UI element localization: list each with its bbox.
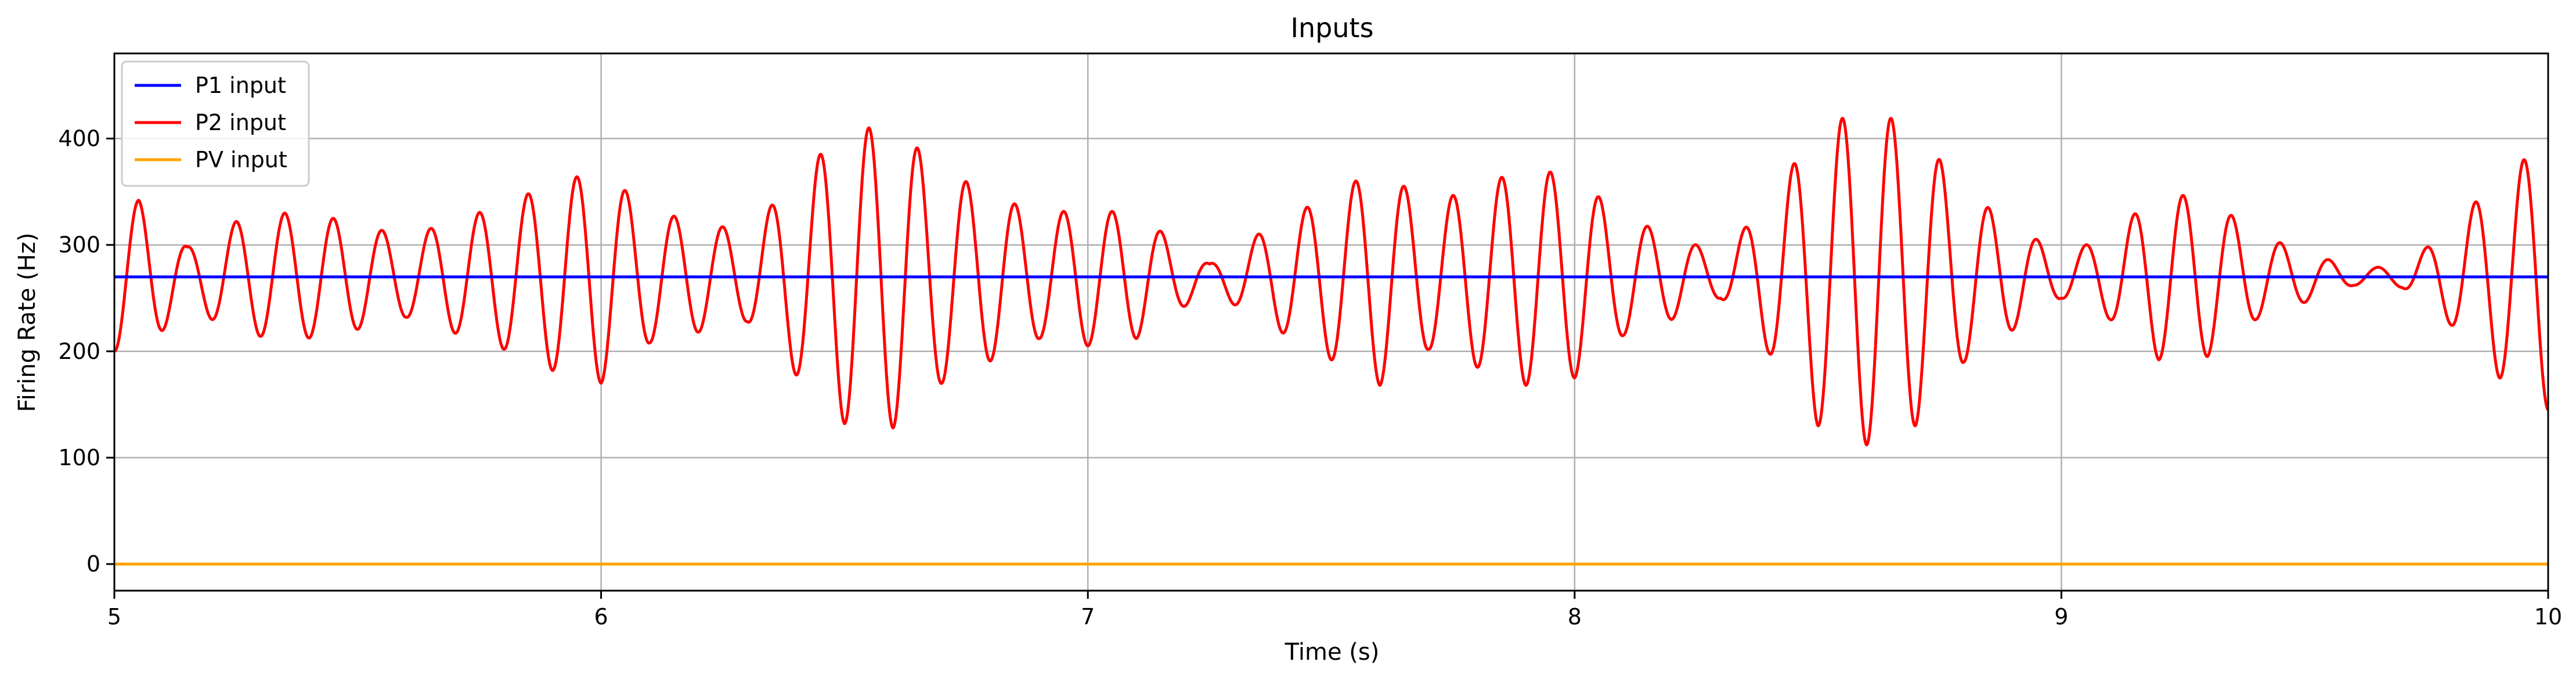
x-tick-label: 7 [1081,604,1095,630]
x-tick-label: 6 [594,604,608,630]
x-tick-label: 5 [107,604,121,630]
x-axis-title: Time (s) [1285,639,1380,666]
y-tick-label: 300 [58,232,100,258]
x-tick-label: 10 [2534,604,2562,630]
legend-label: P2 input [195,110,286,135]
legend-label: P1 input [195,73,286,98]
x-tick-label: 8 [1568,604,1582,630]
y-tick-label: 100 [58,445,100,470]
y-axis-title: Firing Rate (Hz) [14,233,41,412]
legend: P1 input P2 input PV input [122,62,309,186]
x-tick-label: 9 [2054,604,2068,630]
chart-title: Inputs [1290,12,1373,44]
y-tick-label: 0 [86,551,100,577]
y-tick-label: 400 [58,126,100,152]
y-tick-label: 200 [58,339,100,364]
legend-label: PV input [195,147,287,172]
